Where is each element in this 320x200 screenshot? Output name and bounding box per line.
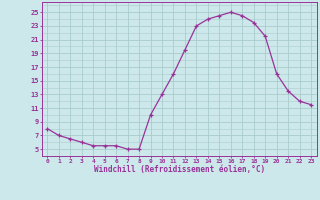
X-axis label: Windchill (Refroidissement éolien,°C): Windchill (Refroidissement éolien,°C)	[94, 165, 265, 174]
